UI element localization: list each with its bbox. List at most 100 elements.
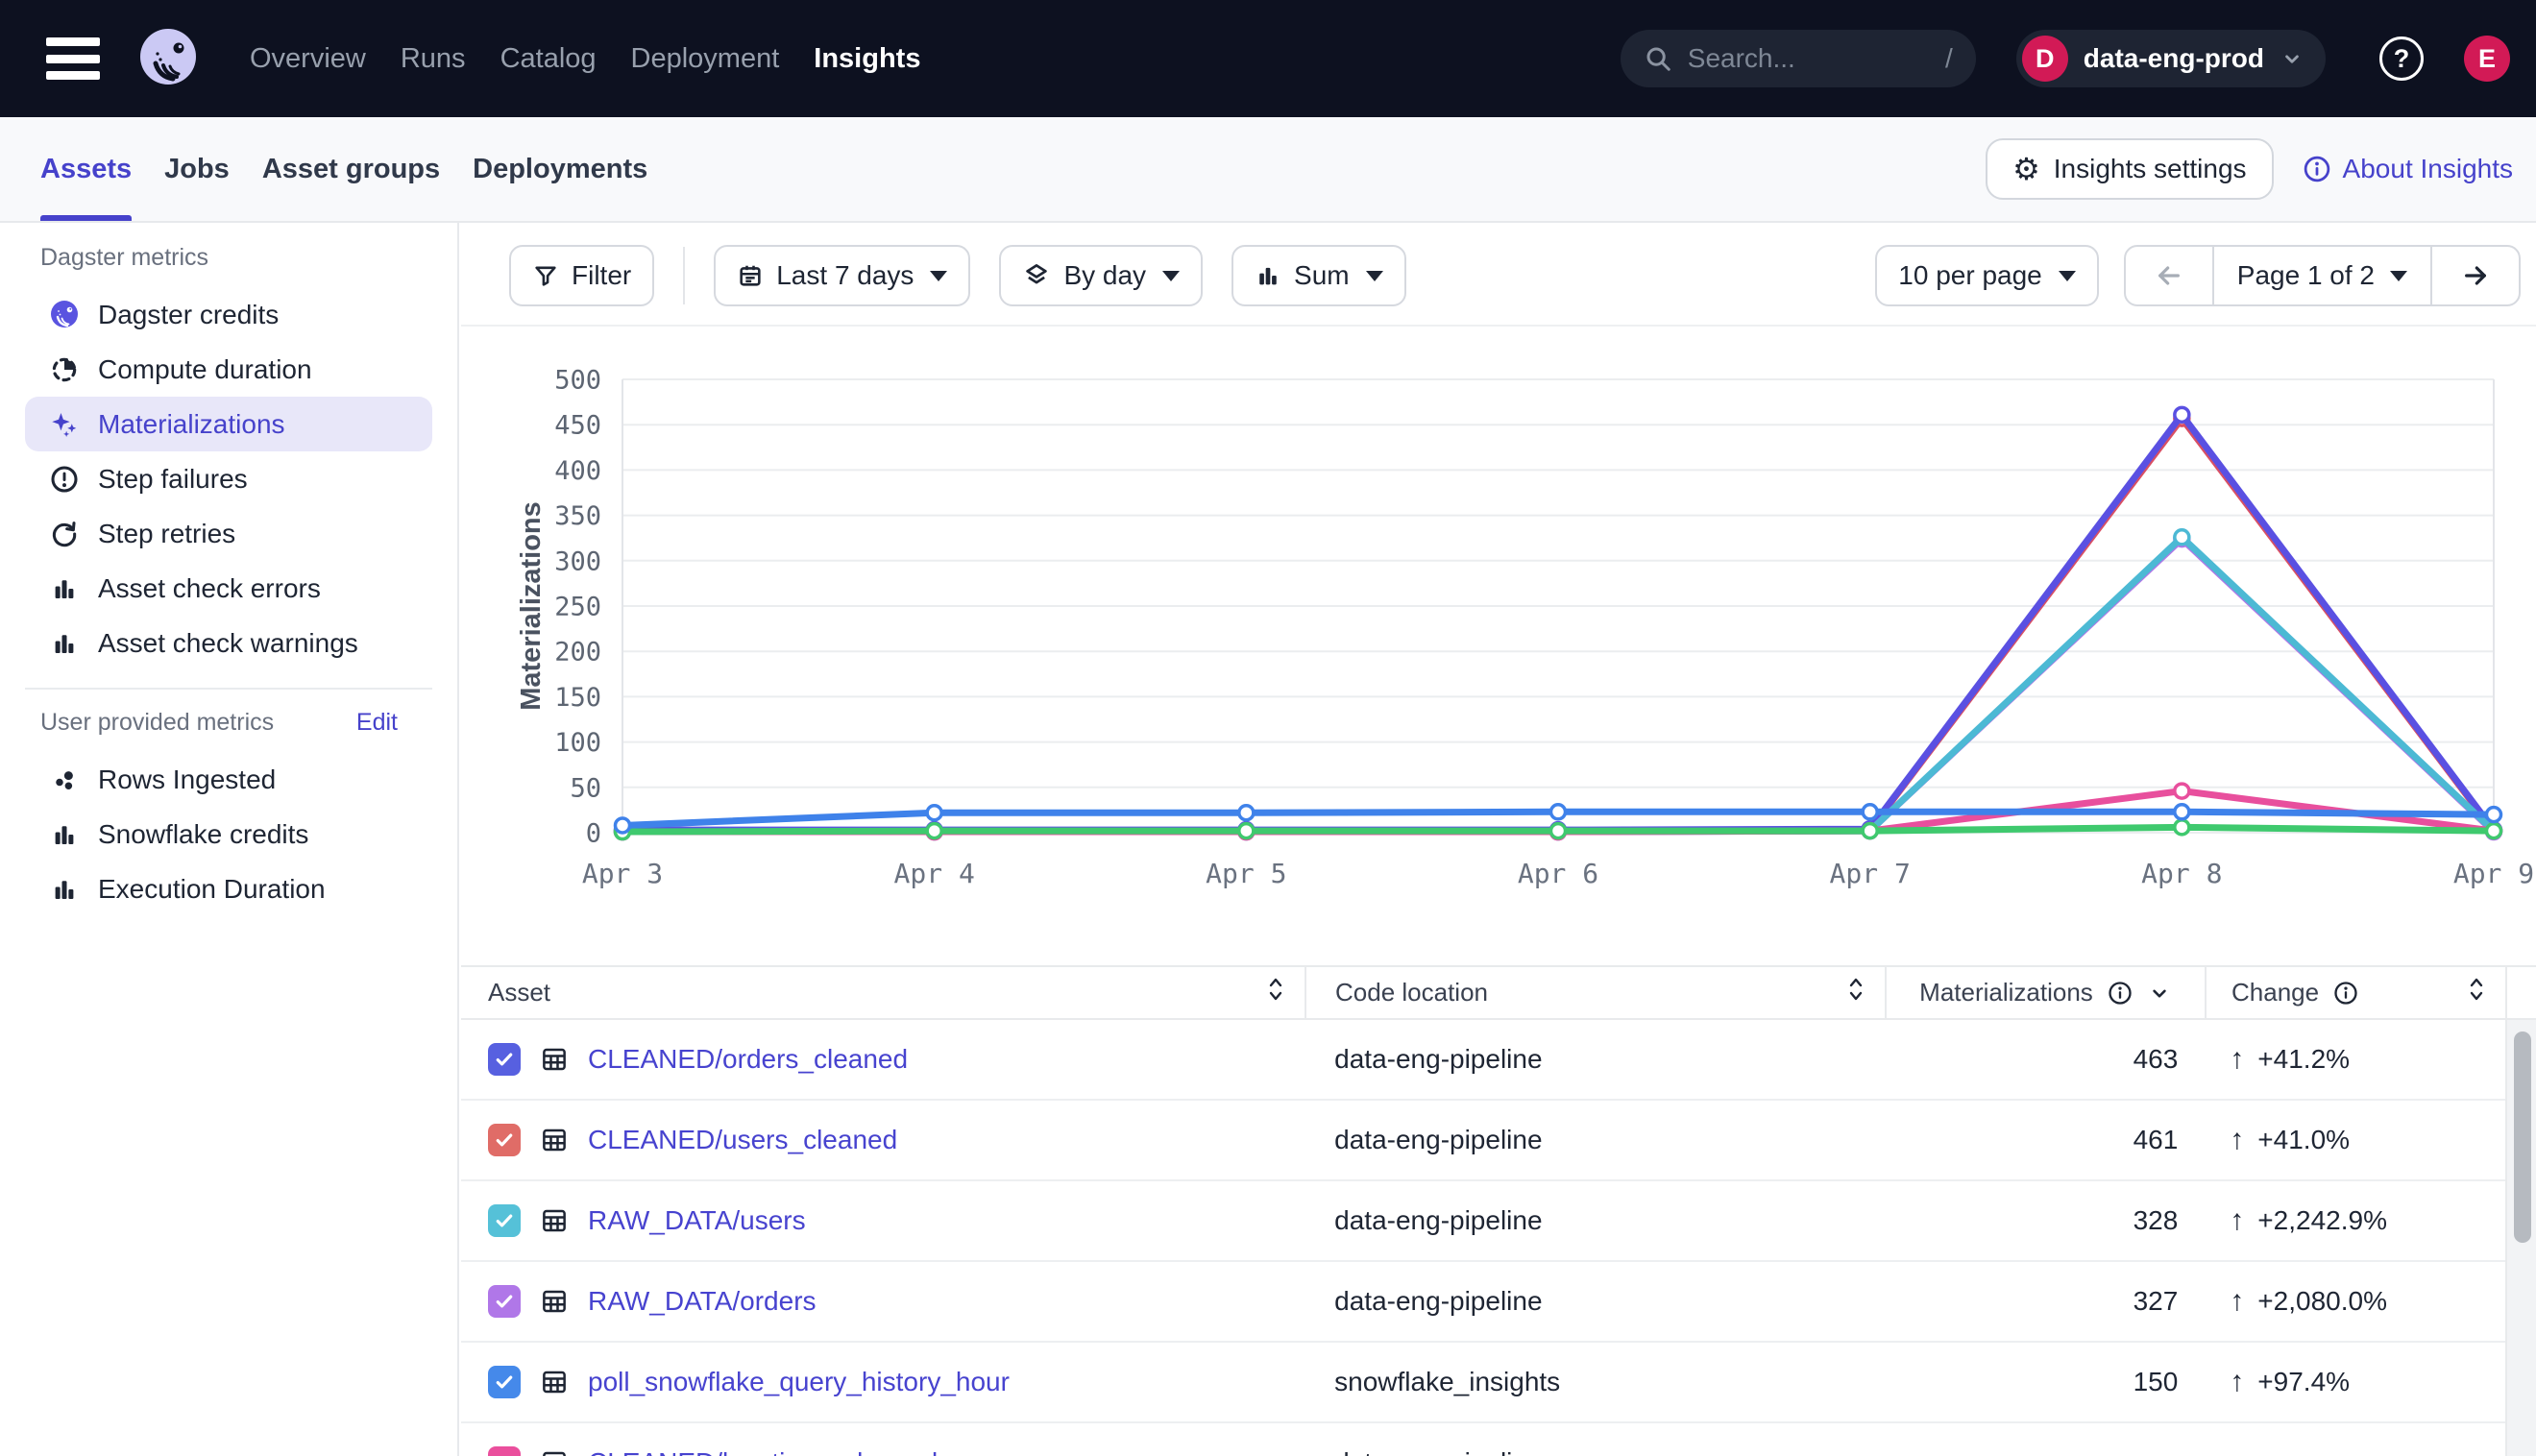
asset-link[interactable]: CLEANED/locations_cleaned <box>588 1447 938 1456</box>
svg-text:Apr 9: Apr 9 <box>2453 858 2534 889</box>
dagster-metrics-heading: Dagster metrics <box>40 244 209 271</box>
table-grid-icon <box>543 1128 566 1152</box>
gear-icon: ⚙ <box>2012 152 2040 186</box>
sorted-desc-icon[interactable] <box>2147 981 2172 1006</box>
metrics-sidebar: Dagster metrics Dagster credits Compute … <box>0 223 459 1456</box>
asset-checkbox[interactable] <box>488 1366 521 1398</box>
table-grid-icon <box>543 1048 566 1071</box>
user-avatar[interactable]: E <box>2464 36 2510 82</box>
previous-page-button[interactable] <box>2126 247 2212 304</box>
sidebar-item-step-failures[interactable]: Step failures <box>25 451 432 506</box>
sidebar-item-dagster-credits[interactable]: Dagster credits <box>25 287 432 342</box>
scrollbar-thumb[interactable] <box>2514 1031 2531 1243</box>
sidebar-divider <box>25 688 432 690</box>
assets-table: Asset Code location <box>461 965 2536 1456</box>
materializations-cell <box>1886 1423 2206 1456</box>
next-page-button[interactable] <box>2432 247 2519 304</box>
column-header-change[interactable]: Change <box>2207 967 2507 1018</box>
svg-text:350: 350 <box>554 501 601 531</box>
code-location-cell: data-eng-pipeline <box>1334 1125 1543 1154</box>
layers-icon <box>1026 264 1048 284</box>
aggregation-button[interactable]: Sum <box>1231 245 1406 306</box>
change-cell <box>2205 1423 2505 1456</box>
sidebar-item-snowflake-credits[interactable]: Snowflake credits <box>25 807 432 861</box>
retry-icon <box>48 518 81 550</box>
sidebar-item-asset-check-errors[interactable]: Asset check errors <box>25 561 432 616</box>
sidebar-item-materializations[interactable]: Materializations <box>25 397 432 451</box>
trend-up-icon: ↑ <box>2230 1204 2245 1236</box>
column-header-code-location[interactable]: Code location <box>1306 967 1887 1018</box>
sidebar-item-asset-check-warnings[interactable]: Asset check warnings <box>25 616 432 670</box>
nav-runs[interactable]: Runs <box>400 42 466 74</box>
svg-text:450: 450 <box>554 411 601 441</box>
chevron-down-icon <box>2285 55 2299 63</box>
asset-checkbox[interactable] <box>488 1446 521 1456</box>
table-body: CLEANED/orders_cleaned data-eng-pipeline… <box>461 1020 2505 1456</box>
info-icon[interactable] <box>2107 980 2134 1007</box>
column-header-asset[interactable]: Asset <box>461 967 1306 1018</box>
search-input[interactable] <box>1687 43 1930 74</box>
nav-catalog[interactable]: Catalog <box>500 42 597 74</box>
help-icon[interactable]: ? <box>2379 36 2424 81</box>
table-row: poll_snowflake_query_history_hour snowfl… <box>461 1343 2505 1423</box>
sort-icon[interactable] <box>2465 975 2488 1010</box>
sort-icon[interactable] <box>1844 975 1867 1010</box>
code-location-cell: data-eng-pipeline <box>1305 1423 1885 1456</box>
table-scrollbar[interactable] <box>2505 1020 2536 1456</box>
table-row: CLEANED/orders_cleaned data-eng-pipeline… <box>461 1020 2505 1101</box>
date-range-button[interactable]: Last 7 days <box>714 245 971 306</box>
tab-assets[interactable]: Assets <box>40 117 133 221</box>
sidebar-item-execution-duration[interactable]: Execution Duration <box>25 861 432 916</box>
nav-overview[interactable]: Overview <box>250 42 366 74</box>
info-icon <box>2304 156 2329 182</box>
sidebar-item-rows-ingested[interactable]: Rows Ingested <box>25 752 432 807</box>
granularity-button[interactable]: By day <box>999 245 1204 306</box>
insights-settings-button[interactable]: ⚙ Insights settings <box>1986 138 2274 200</box>
about-insights-link[interactable]: About Insights <box>2303 154 2513 184</box>
asset-checkbox[interactable] <box>488 1285 521 1318</box>
change-cell: ↑ +41.2% <box>2230 1043 2351 1075</box>
search-box[interactable]: / <box>1620 30 1976 87</box>
svg-text:Apr 7: Apr 7 <box>1830 858 1911 889</box>
funnel-icon <box>535 266 556 286</box>
materializations-cell: 463 <box>2133 1044 2179 1074</box>
trend-up-icon: ↑ <box>2230 1124 2245 1155</box>
asset-link[interactable]: RAW_DATA/orders <box>588 1286 817 1316</box>
nav-deployment[interactable]: Deployment <box>630 42 780 74</box>
info-icon[interactable] <box>2332 980 2359 1007</box>
asset-link[interactable]: CLEANED/users_cleaned <box>588 1125 898 1154</box>
materializations-cell: 327 <box>2133 1286 2179 1316</box>
asset-link[interactable]: poll_snowflake_query_history_hour <box>588 1367 1010 1396</box>
svg-text:Apr 4: Apr 4 <box>894 858 975 889</box>
filter-button[interactable]: Filter <box>509 245 655 306</box>
svg-text:Apr 5: Apr 5 <box>1206 858 1286 889</box>
page-indicator-dropdown[interactable]: Page 1 of 2 <box>2211 247 2432 304</box>
sidebar-item-compute-duration[interactable]: Compute duration <box>25 342 432 397</box>
hamburger-menu-icon[interactable] <box>46 37 100 80</box>
deployment-switcher[interactable]: D data-eng-prod <box>2015 30 2326 87</box>
primary-nav: Overview Runs Catalog Deployment Insight… <box>250 43 920 75</box>
edit-metrics-link[interactable]: Edit <box>355 709 398 736</box>
sidebar-item-step-retries[interactable]: Step retries <box>25 506 432 561</box>
trend-up-icon: ↑ <box>2230 1043 2245 1075</box>
divider <box>461 325 2536 327</box>
asset-checkbox[interactable] <box>488 1204 521 1237</box>
asset-link[interactable]: RAW_DATA/users <box>588 1205 806 1235</box>
nav-insights[interactable]: Insights <box>814 42 921 74</box>
asset-checkbox[interactable] <box>488 1124 521 1156</box>
materializations-cell: 461 <box>2133 1125 2179 1154</box>
dagster-logo-icon[interactable] <box>134 25 202 92</box>
tab-deployments[interactable]: Deployments <box>473 153 648 184</box>
change-cell: ↑ +2,080.0% <box>2230 1285 2387 1317</box>
sort-icon[interactable] <box>1264 975 1287 1010</box>
column-header-materializations[interactable]: Materializations <box>1887 967 2207 1018</box>
deployment-badge: D <box>2021 36 2068 82</box>
asset-checkbox[interactable] <box>488 1043 521 1076</box>
bar-chart-icon <box>48 572 81 605</box>
user-metrics-heading: User provided metrics Edit <box>40 709 398 736</box>
tab-asset-groups[interactable]: Asset groups <box>261 153 441 184</box>
per-page-button[interactable]: 10 per page <box>1875 245 2099 306</box>
asset-link[interactable]: CLEANED/orders_cleaned <box>588 1044 909 1074</box>
tab-jobs[interactable]: Jobs <box>164 153 230 184</box>
trend-up-icon: ↑ <box>2230 1366 2245 1397</box>
